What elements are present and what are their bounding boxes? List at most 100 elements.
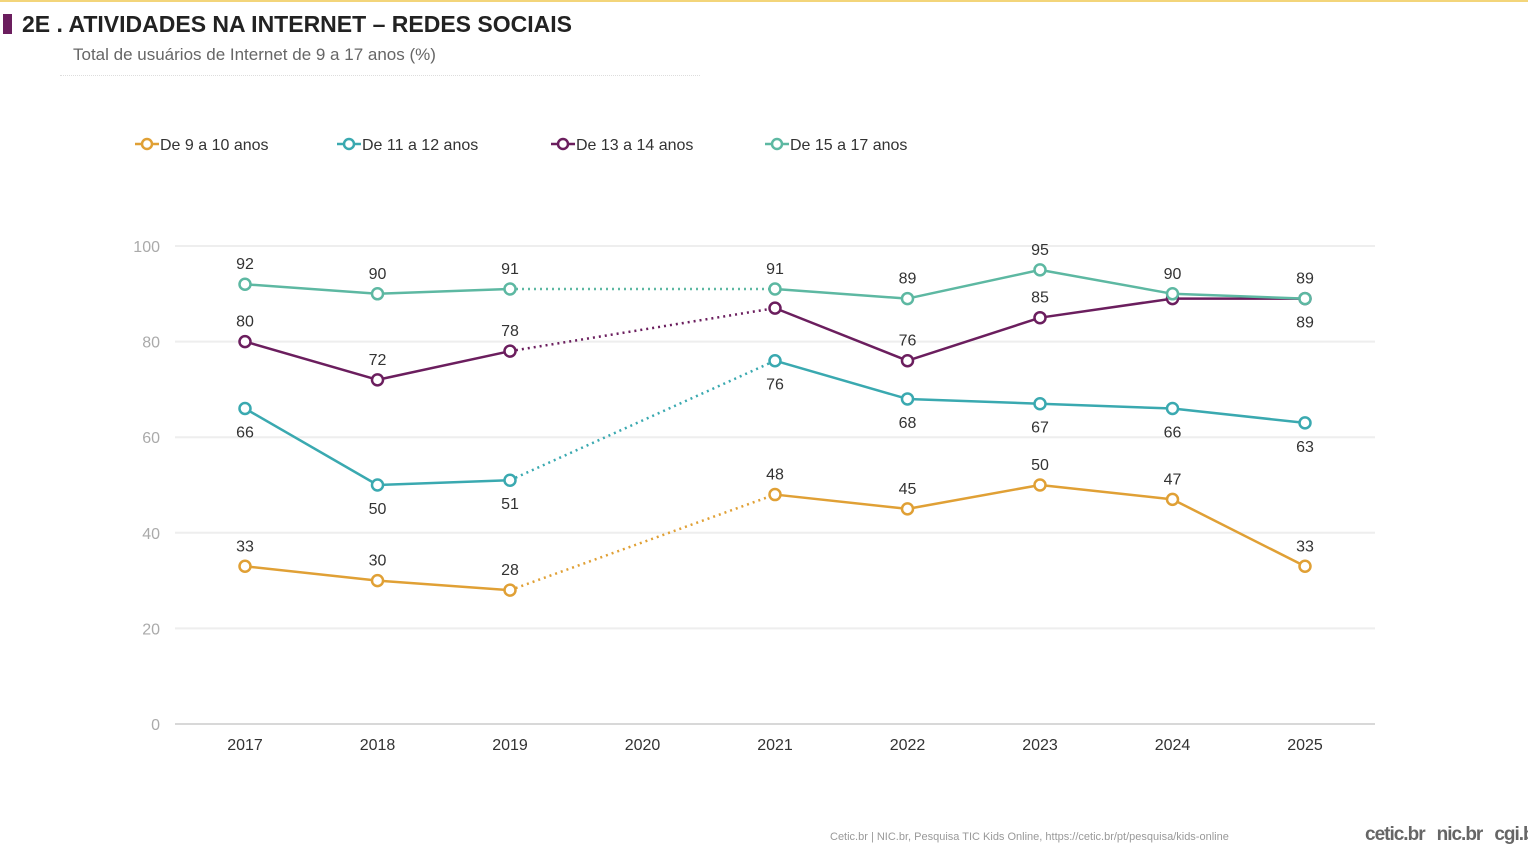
legend-label: De 9 a 10 anos	[160, 137, 269, 154]
data-point	[503, 282, 517, 296]
data-label: 89	[899, 271, 917, 288]
data-point	[1033, 310, 1047, 325]
logo-nic: nic.br	[1436, 824, 1484, 845]
x-tick-label: 2018	[360, 737, 396, 754]
data-label: 33	[1296, 538, 1314, 555]
data-label: 72	[369, 352, 387, 369]
data-point	[1165, 401, 1180, 416]
data-point	[503, 344, 517, 358]
data-label: 45	[899, 481, 917, 498]
data-label: 48	[766, 467, 784, 484]
data-label: 66	[1164, 425, 1182, 442]
series-segment	[1171, 498, 1306, 568]
series-segment	[1172, 292, 1306, 300]
series-segment	[774, 287, 908, 300]
data-label: 51	[501, 496, 519, 513]
x-tick-label: 2020	[625, 737, 661, 754]
series-segment	[907, 268, 1041, 300]
title-accent-bar	[3, 14, 12, 34]
series-segment	[377, 478, 511, 487]
page-subtitle: Total de usuários de Internet de 9 a 17 …	[73, 45, 436, 64]
data-label: 80	[236, 314, 254, 331]
series-segment	[377, 287, 511, 296]
x-tick-label: 2024	[1155, 737, 1191, 754]
data-label: 33	[236, 538, 254, 555]
y-tick-label: 40	[142, 526, 160, 543]
data-point	[1033, 396, 1047, 411]
series-segment	[244, 340, 378, 382]
x-tick-label: 2019	[492, 737, 528, 754]
data-label: 28	[501, 562, 519, 579]
divider	[60, 75, 700, 76]
x-tick-label: 2023	[1022, 737, 1058, 754]
data-label: 66	[236, 425, 254, 442]
data-point	[370, 287, 385, 301]
data-label: 92	[236, 256, 254, 273]
series-segment	[907, 397, 1041, 405]
data-label: 90	[369, 266, 387, 283]
data-label: 91	[766, 261, 784, 278]
series-segment	[1039, 402, 1173, 410]
data-point	[238, 401, 252, 416]
series-segment	[244, 282, 378, 296]
series-segment	[509, 359, 776, 482]
series-segment	[509, 493, 776, 592]
series-segment	[244, 565, 378, 582]
x-tick-label: 2022	[890, 737, 926, 754]
data-point	[503, 583, 517, 597]
data-label: 78	[501, 323, 519, 340]
data-point	[370, 373, 385, 387]
data-point	[900, 392, 915, 406]
source-note: Cetic.br | NIC.br, Pesquisa TIC Kids Onl…	[830, 831, 1229, 843]
legend-label: De 13 a 14 anos	[576, 137, 693, 154]
series-segment	[1172, 407, 1306, 425]
data-point	[503, 473, 517, 487]
data-label: 95	[1031, 242, 1049, 259]
data-point	[900, 353, 915, 368]
data-label: 50	[1031, 457, 1049, 474]
series-segment	[244, 407, 379, 487]
x-tick-label: 2021	[757, 737, 793, 754]
data-point	[900, 291, 915, 306]
data-point	[238, 559, 252, 574]
series-segment	[774, 359, 908, 401]
data-label: 90	[1164, 266, 1182, 283]
data-point	[1165, 287, 1180, 301]
legend-marker	[770, 137, 784, 151]
series-segment	[377, 579, 511, 592]
y-tick-label: 0	[151, 717, 160, 734]
page-title: 2E . ATIVIDADES NA INTERNET – REDES SOCI…	[22, 11, 572, 37]
series-segment	[774, 493, 908, 511]
data-label: 68	[899, 415, 917, 432]
data-label: 91	[501, 261, 519, 278]
series-segment	[907, 316, 1041, 362]
logo-cgi: cgi.br	[1494, 824, 1528, 845]
data-label: 89	[1296, 271, 1314, 288]
data-point	[1298, 291, 1312, 306]
x-tick-label: 2017	[227, 737, 263, 754]
data-label: 63	[1296, 439, 1314, 456]
y-tick-label: 60	[142, 430, 160, 447]
y-tick-label: 100	[133, 239, 160, 256]
data-point	[1298, 559, 1312, 574]
data-label: 67	[1031, 420, 1049, 437]
data-point	[370, 573, 385, 588]
data-point	[238, 277, 252, 291]
legend-marker	[342, 137, 356, 151]
data-point	[1033, 263, 1047, 277]
x-tick-label: 2025	[1287, 737, 1323, 754]
data-point	[768, 301, 782, 315]
data-label: 50	[369, 501, 387, 518]
logo-cetic: cetic.br	[1365, 824, 1426, 845]
data-label: 47	[1164, 471, 1182, 488]
data-label: 89	[1296, 315, 1314, 332]
y-tick-label: 80	[142, 335, 160, 352]
data-point	[900, 502, 915, 516]
series-segment	[907, 483, 1041, 511]
series-segment	[1039, 268, 1173, 296]
series-segment	[774, 306, 908, 362]
data-point	[1033, 478, 1047, 492]
legend-marker	[556, 137, 570, 151]
data-point	[768, 487, 782, 502]
